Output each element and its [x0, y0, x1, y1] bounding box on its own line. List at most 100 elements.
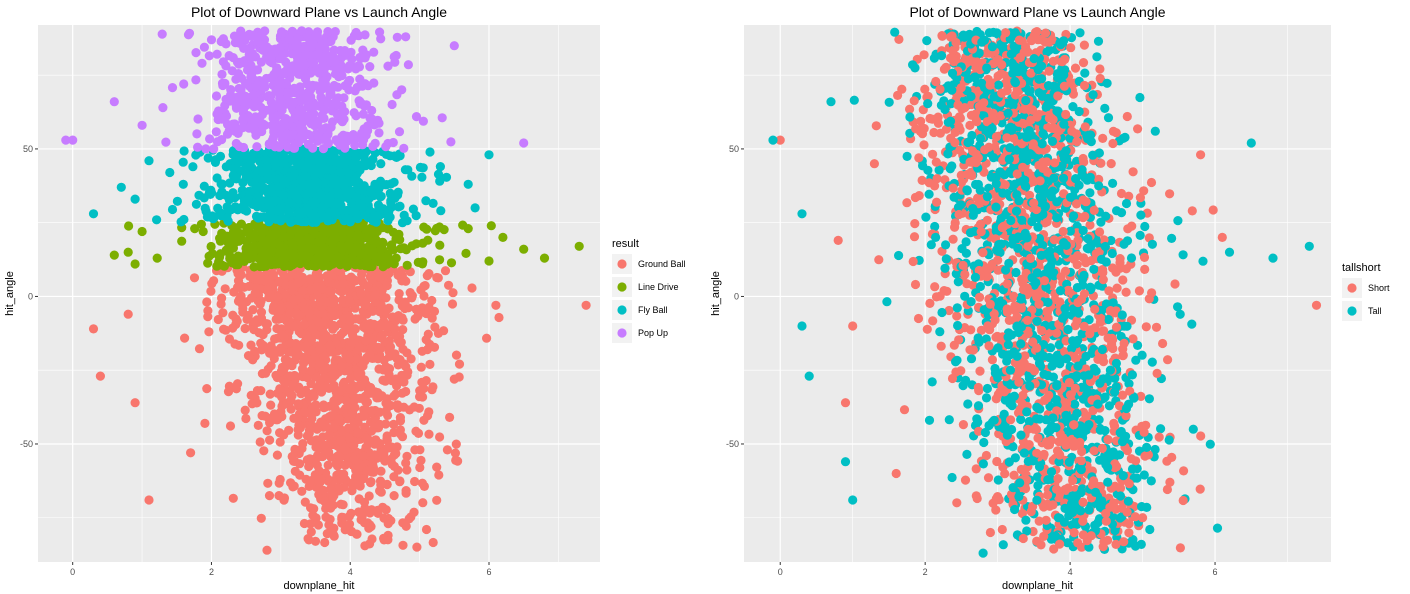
point-pop-up	[322, 72, 332, 82]
point-tall	[957, 244, 967, 254]
point-line-drive	[130, 259, 140, 269]
point-fly-ball	[188, 162, 198, 172]
point-ground-ball	[310, 536, 321, 546]
point-ground-ball	[271, 314, 281, 324]
point-pop-up	[246, 65, 257, 75]
point-ground-ball	[397, 313, 407, 323]
point-pop-up	[285, 97, 295, 107]
point-ground-ball	[440, 266, 451, 276]
point-tall	[1085, 188, 1095, 198]
point-ground-ball	[339, 469, 349, 479]
point-ground-ball	[352, 529, 362, 539]
point-tall	[981, 393, 992, 403]
point-pop-up	[179, 79, 189, 89]
point-pop-up	[446, 137, 456, 147]
point-ground-ball	[328, 492, 338, 502]
point-ground-ball	[414, 403, 424, 413]
point-short	[1158, 338, 1168, 349]
point-fly-ball	[278, 175, 288, 185]
point-ground-ball	[365, 508, 375, 518]
point-tall	[1156, 424, 1166, 434]
point-pop-up	[374, 128, 384, 138]
point-pop-up	[418, 116, 428, 126]
point-ground-ball	[324, 447, 334, 457]
point-ground-ball	[326, 484, 336, 494]
point-line-drive	[435, 240, 445, 250]
point-ground-ball	[180, 333, 190, 343]
point-line-drive	[252, 221, 262, 231]
point-ground-ball	[427, 385, 437, 395]
point-fly-ball	[407, 171, 417, 181]
point-tall	[1121, 198, 1132, 209]
point-ground-ball	[315, 344, 325, 354]
point-ground-ball	[360, 541, 370, 551]
point-ground-ball	[356, 289, 366, 299]
point-line-drive	[297, 242, 307, 252]
point-ground-ball	[415, 392, 425, 402]
point-ground-ball	[200, 418, 210, 428]
point-pop-up	[167, 83, 178, 93]
point-pop-up	[328, 52, 338, 62]
point-ground-ball	[417, 346, 427, 356]
point-line-drive	[231, 223, 241, 233]
point-pop-up	[357, 140, 368, 150]
point-ground-ball	[435, 432, 445, 442]
point-pop-up	[239, 43, 249, 54]
point-fly-ball	[362, 158, 372, 168]
point-short	[1106, 159, 1116, 169]
point-ground-ball	[275, 428, 285, 438]
point-tall	[1089, 264, 1099, 274]
point-ground-ball	[323, 474, 333, 484]
point-ground-ball	[389, 461, 399, 471]
point-pop-up	[238, 123, 248, 133]
point-fly-ball	[293, 186, 303, 196]
point-ground-ball	[422, 271, 432, 281]
point-ground-ball	[447, 299, 458, 309]
point-ground-ball	[345, 354, 355, 364]
point-ground-ball	[236, 291, 246, 301]
point-ground-ball	[404, 514, 414, 524]
point-fly-ball	[223, 216, 233, 226]
point-fly-ball	[304, 163, 314, 173]
point-fly-ball	[328, 173, 338, 183]
point-ground-ball	[277, 392, 287, 402]
point-ground-ball	[194, 344, 205, 354]
point-ground-ball	[326, 411, 336, 421]
point-ground-ball	[220, 284, 230, 294]
point-ground-ball	[415, 445, 425, 455]
point-pop-up	[351, 111, 361, 121]
point-fly-ball	[428, 198, 438, 208]
point-ground-ball	[388, 312, 398, 322]
point-pop-up	[206, 35, 217, 45]
point-ground-ball	[338, 500, 348, 510]
point-ground-ball	[293, 278, 303, 288]
point-pop-up	[370, 138, 380, 148]
point-ground-ball	[317, 384, 328, 394]
point-short	[948, 234, 958, 244]
point-ground-ball	[352, 478, 362, 488]
point-tall	[1016, 414, 1026, 425]
point-pop-up	[323, 27, 333, 37]
point-line-drive	[486, 221, 496, 231]
point-fly-ball	[369, 212, 379, 222]
point-ground-ball	[359, 451, 369, 461]
point-ground-ball	[305, 425, 315, 435]
point-ground-ball	[416, 362, 426, 372]
point-ground-ball	[425, 339, 435, 349]
point-pop-up	[329, 80, 339, 91]
point-tall	[1092, 52, 1102, 62]
point-ground-ball	[269, 348, 279, 358]
point-pop-up	[369, 47, 379, 57]
point-ground-ball	[290, 466, 300, 476]
point-pop-up	[193, 142, 203, 152]
point-ground-ball	[394, 289, 404, 299]
point-ground-ball	[403, 367, 413, 377]
point-ground-ball	[399, 275, 410, 285]
point-pop-up	[248, 50, 258, 60]
point-pop-up	[340, 107, 350, 117]
point-short	[1133, 124, 1143, 134]
point-pop-up	[343, 64, 353, 74]
chart-0-x-axis-title: downplane_hit	[284, 580, 355, 592]
point-ground-ball	[345, 374, 356, 384]
point-fly-ball	[152, 215, 162, 225]
